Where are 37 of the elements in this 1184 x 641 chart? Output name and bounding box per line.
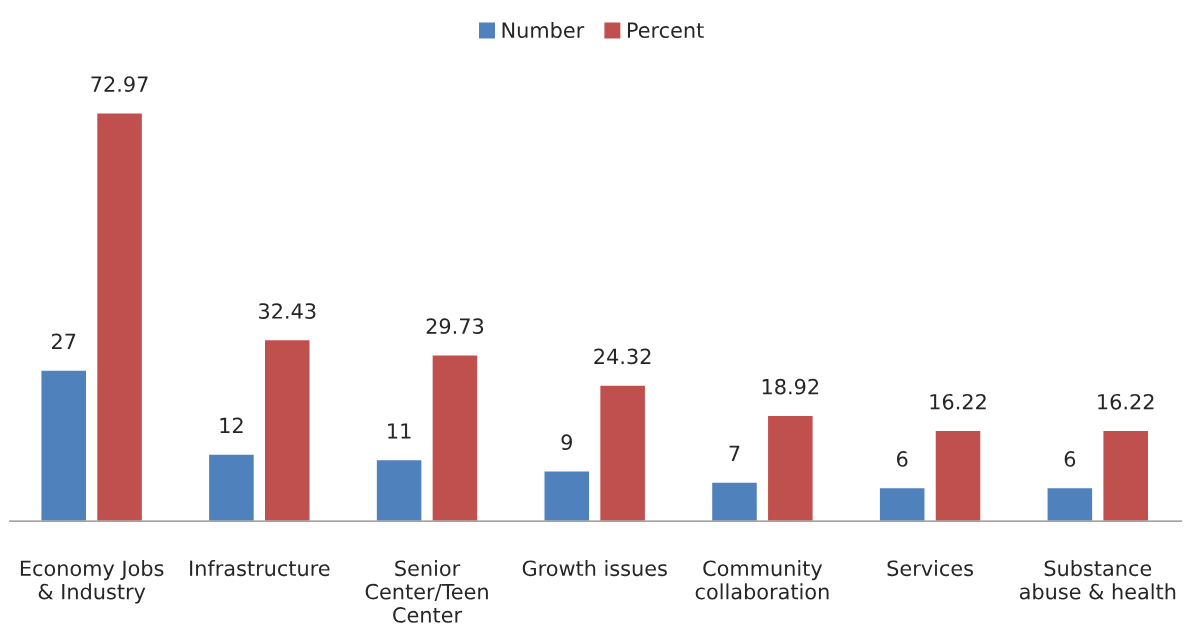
bar xyxy=(710,481,759,522)
data-label: 6 xyxy=(897,451,908,467)
data-label: 27 xyxy=(51,333,76,350)
x-tick-label: Services xyxy=(887,560,973,577)
data-label: 9 xyxy=(561,434,572,451)
data-label: 7 xyxy=(729,445,740,461)
data-label: 29.73 xyxy=(426,318,484,335)
bar xyxy=(766,414,814,522)
bar xyxy=(1046,486,1094,522)
bar xyxy=(934,429,982,522)
data-label: 12 xyxy=(220,417,243,433)
x-tick-label: Substance abuse & health xyxy=(1019,560,1176,600)
x-tick-label: Senior Center/Teen Center xyxy=(365,560,488,623)
bar xyxy=(878,486,926,522)
x-tick-label: Infrastructure xyxy=(190,560,330,577)
data-label: 32.43 xyxy=(259,303,316,319)
data-label: 6 xyxy=(1064,451,1076,467)
bar xyxy=(40,369,88,522)
bar xyxy=(263,338,311,522)
data-label: 16.22 xyxy=(1098,393,1154,410)
bar xyxy=(375,458,423,522)
bar xyxy=(431,354,479,522)
data-label: 18.92 xyxy=(762,378,819,395)
data-label: 16.22 xyxy=(930,393,986,410)
x-tick-label: Growth issues xyxy=(522,560,667,577)
bar xyxy=(95,112,144,522)
bar xyxy=(543,470,591,522)
legend-label: Number xyxy=(502,21,585,39)
bar xyxy=(1102,429,1150,522)
x-tick-label: Economy Jobs & Industry xyxy=(20,560,164,604)
data-label: 11 xyxy=(388,423,411,439)
legend-label: Percent xyxy=(627,22,704,39)
bar xyxy=(207,453,256,522)
bar xyxy=(598,384,647,522)
x-tick-label: Community collaboration xyxy=(695,560,829,600)
data-label: 24.32 xyxy=(594,348,651,365)
data-label: 72.97 xyxy=(91,76,148,93)
